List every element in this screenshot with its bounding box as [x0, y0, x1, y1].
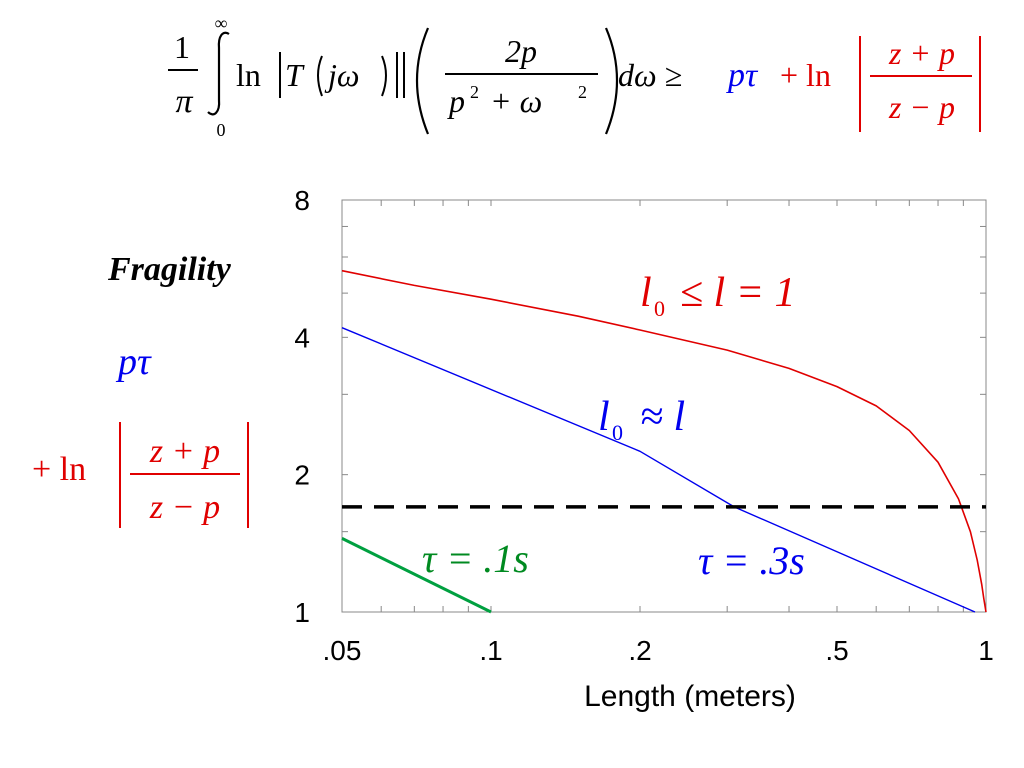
blue-label-l: l [598, 394, 610, 440]
annotation-blue-label: l 0 ≈ l [598, 394, 685, 445]
x-tick-label: .2 [628, 635, 651, 666]
series-layer [341, 269, 987, 614]
eq-frac1-den: π [175, 83, 193, 120]
left-plus-ln: + ln [32, 451, 86, 488]
minor-ticks [341, 199, 986, 613]
x-tick-label: .05 [323, 635, 362, 666]
series-line-2 [341, 537, 492, 614]
x-tick-labels: .05 .1 .2 .5 1 [323, 635, 994, 666]
left-frac-den: z − p [149, 489, 220, 526]
eq-ln: ln [236, 57, 261, 93]
x-axis-label: Length (meters) [584, 680, 796, 713]
red-label-rest: ≤ l = 1 [680, 270, 796, 316]
series-line-1 [341, 327, 976, 613]
eq-d-omega: dω ≥ [618, 57, 682, 93]
eq-plus-ln: + ln [780, 57, 831, 93]
eq-bigparen-right [604, 27, 619, 135]
eq-frac2-den-sq: 2 [470, 82, 479, 102]
equation: 1 π ∞ 0 ln T jω 2p p 2 + ω 2 dω ≥ pτ + l… [168, 13, 981, 140]
x-tick-label: .5 [825, 635, 848, 666]
y-tick-label: 8 [294, 185, 310, 216]
red-label-l: l [640, 270, 652, 316]
plot-frame [341, 199, 987, 613]
eq-frac3-num: z + p [888, 35, 955, 71]
y-tick-label: 1 [294, 597, 310, 628]
eq-int-upper: ∞ [215, 13, 228, 33]
tau-blue-label: τ = .3s [698, 538, 805, 583]
eq-p-tau: pτ [726, 57, 759, 94]
eq-paren-right [381, 55, 387, 97]
x-tick-label: .1 [479, 635, 502, 666]
chart: .05 .1 .2 .5 1 1 2 4 8 Length (meters) l 0 ≤ l … [294, 185, 993, 713]
eq-frac2-den-sq2: 2 [578, 82, 587, 102]
blue-label-rest: ≈ l [640, 394, 685, 440]
fragility-label: Fragility [107, 251, 232, 288]
eq-integral-sign [207, 31, 230, 116]
blue-label-sub: 0 [612, 420, 623, 445]
y-tick-label: 2 [294, 460, 310, 491]
eq-frac2-num: 2p [505, 33, 537, 69]
y-tick-labels: 1 2 4 8 [294, 185, 310, 628]
tau-green-label: τ = .1s [422, 536, 529, 581]
annotation-red-label: l 0 ≤ l = 1 [640, 270, 796, 321]
left-label: Fragility pτ + ln z + p z − p [32, 251, 249, 528]
y-tick-label: 4 [294, 322, 310, 353]
eq-bigparen-left [415, 27, 430, 135]
eq-frac2-den-p: p [447, 83, 465, 119]
eq-frac2-den-omega: + ω [490, 83, 542, 119]
red-label-sub: 0 [654, 296, 665, 321]
eq-T: T [285, 57, 305, 93]
x-tick-label: 1 [978, 635, 994, 666]
eq-paren-left [317, 55, 323, 97]
series-line-0 [341, 269, 987, 613]
left-frac-num: z + p [149, 433, 220, 470]
eq-frac1-num: 1 [174, 29, 190, 65]
eq-int-lower: 0 [217, 120, 226, 140]
eq-frac3-den: z − p [888, 89, 955, 125]
left-p-tau: pτ [115, 341, 152, 383]
eq-j-omega: jω [324, 57, 359, 93]
